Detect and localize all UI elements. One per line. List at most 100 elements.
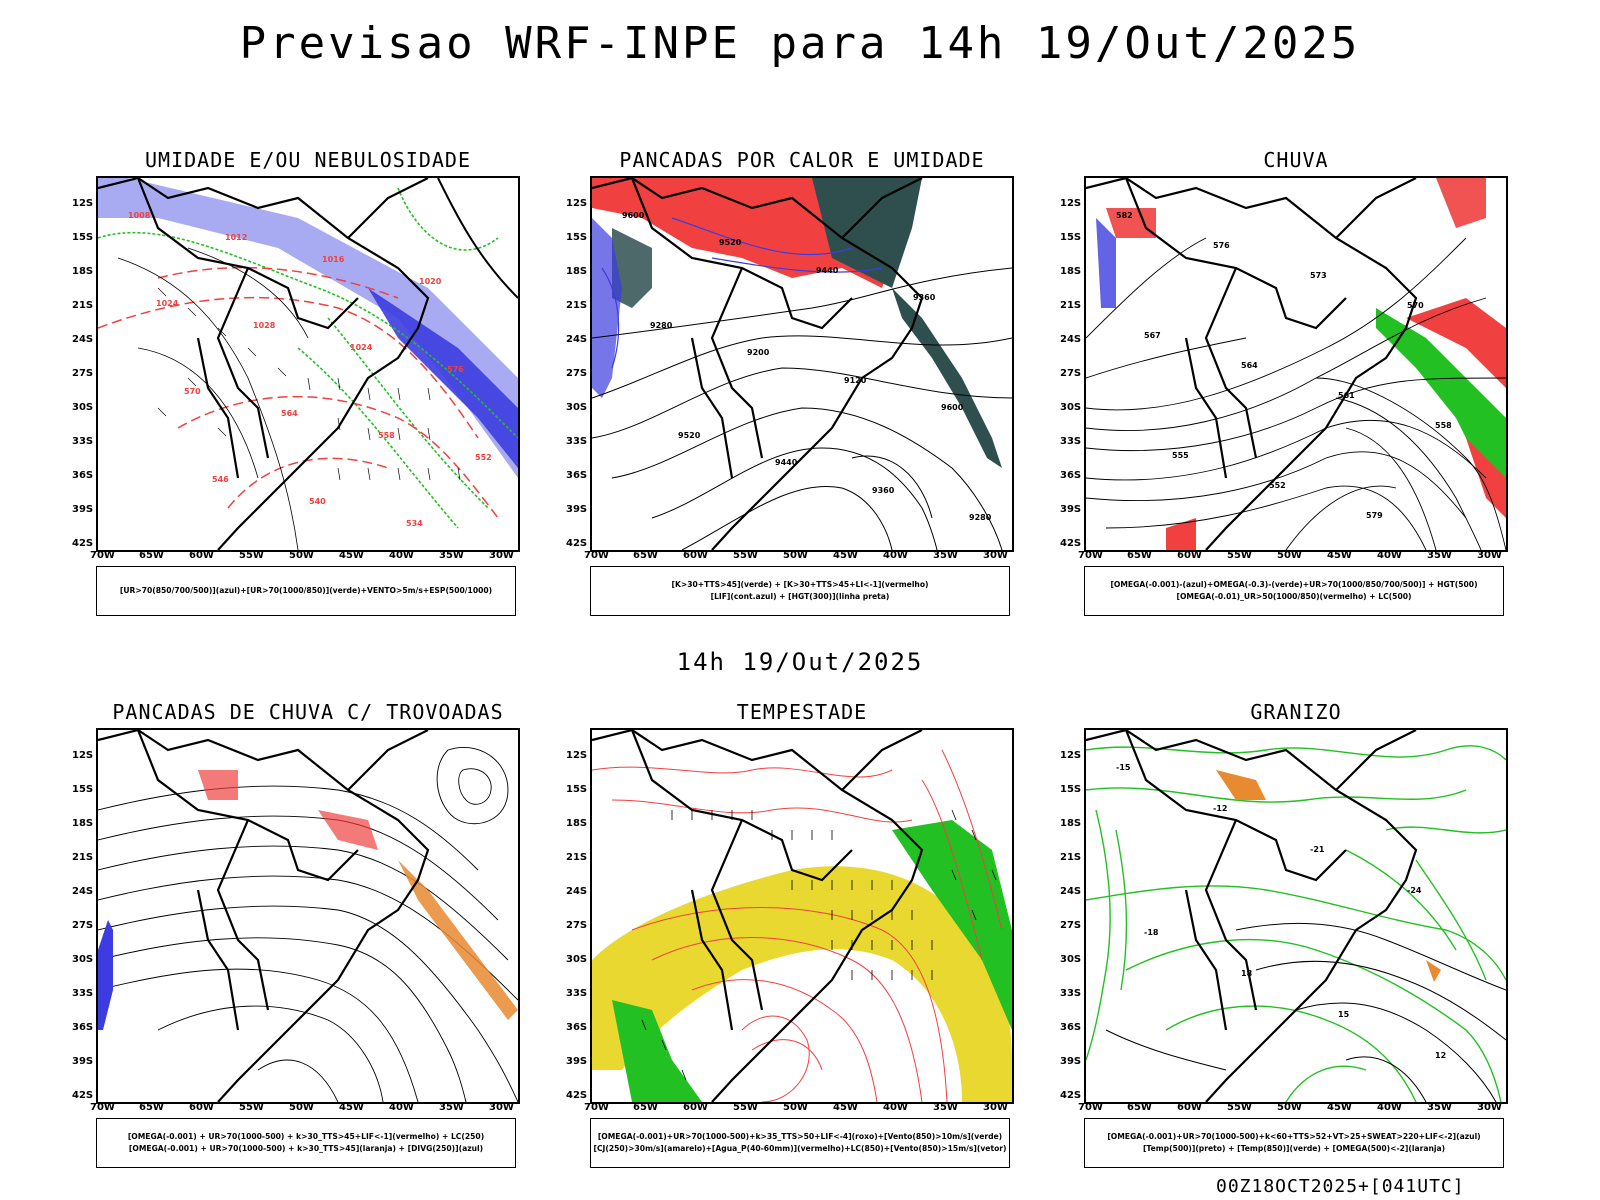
lon-label: 70W: [1078, 1102, 1103, 1113]
lat-label: 30S: [1060, 402, 1082, 413]
lon-label: 70W: [90, 1102, 115, 1113]
contour-label: 567: [1144, 331, 1161, 340]
contour-label: 9600: [622, 211, 645, 220]
lon-label: 45W: [833, 550, 858, 561]
map-trovoadas-svg: [98, 730, 518, 1102]
lon-label: 35W: [1427, 1102, 1452, 1113]
lon-label: 40W: [389, 550, 414, 561]
contour-label: 555: [1172, 451, 1189, 460]
lat-label: 30S: [72, 402, 94, 413]
lat-label: 15S: [72, 232, 94, 243]
lat-label: 24S: [72, 334, 94, 345]
contour-label: 9200: [747, 348, 770, 357]
contour-label: 576: [1213, 241, 1230, 250]
map-calor: 9600 9520 9440 9360 9280 9200 9120 9600 9520 9440…: [590, 176, 1014, 552]
lon-label: 30W: [489, 550, 514, 561]
lon-label: 30W: [983, 550, 1008, 561]
lon-label: 60W: [189, 1102, 214, 1113]
contour-label: 1008: [128, 211, 151, 220]
lat-label: 39S: [72, 504, 94, 515]
contour-label: 9360: [872, 486, 895, 495]
lat-label: 39S: [1060, 1056, 1082, 1067]
lon-label: 40W: [389, 1102, 414, 1113]
contour-label: 534: [406, 519, 423, 528]
lon-label: 60W: [683, 550, 708, 561]
contour-label: 9600: [941, 403, 964, 412]
contour-label: 552: [475, 453, 492, 462]
contour-label: 552: [1269, 481, 1286, 490]
lon-label: 30W: [983, 1102, 1008, 1113]
lon-label: 50W: [289, 1102, 314, 1113]
contour-label: 570: [1407, 301, 1424, 310]
legend-line: [OMEGA(-0.001) + UR>70(1000-500) + k>30_…: [128, 1144, 484, 1153]
lon-label: 55W: [733, 1102, 758, 1113]
lat-label: 42S: [1060, 538, 1082, 549]
lon-label: 40W: [1377, 550, 1402, 561]
lon-label: 60W: [683, 1102, 708, 1113]
contour-label: -15: [1116, 763, 1131, 772]
main-title: Previsao WRF-INPE para 14h 19/Out/2025: [239, 18, 1361, 69]
mid-time: 14h 19/Out/2025: [676, 648, 924, 676]
map-granizo: -15 -12 -21 -24 -18 18 15 12: [1084, 728, 1508, 1104]
lat-label: 18S: [566, 266, 588, 277]
contour-label: 9360: [913, 293, 936, 302]
lat-label: 24S: [1060, 886, 1082, 897]
legend-line: [OMEGA(-0.001)-(azul)+OMEGA(-0.3)-(verde…: [1110, 580, 1478, 589]
contour-label: 582: [1116, 211, 1133, 220]
lat-label: 36S: [566, 470, 588, 481]
contour-label: 558: [1435, 421, 1452, 430]
contour-label: 576: [447, 365, 464, 374]
contour-label: 570: [184, 387, 201, 396]
lat-label: 42S: [72, 538, 94, 549]
map-granizo-svg: -15 -12 -21 -24 -18 18 15 12: [1086, 730, 1506, 1102]
contour-label: 18: [1241, 969, 1253, 978]
lat-label: 36S: [1060, 1022, 1082, 1033]
legend-box: [OMEGA(-0.001)-(azul)+OMEGA(-0.3)-(verde…: [1084, 566, 1504, 616]
lon-label: 70W: [1078, 550, 1103, 561]
lat-label: 33S: [72, 436, 94, 447]
lon-label: 65W: [633, 1102, 658, 1113]
lat-label: 15S: [1060, 232, 1082, 243]
contour-label: 1020: [419, 277, 442, 286]
lat-label: 39S: [1060, 504, 1082, 515]
legend-line: [OMEGA(-0.001)+UR>70(1000-500)+k>35_TTS>…: [597, 1132, 1003, 1141]
lon-label: 35W: [439, 550, 464, 561]
map-umidade: 1008 1012 1016 1020 1024 1028 1024 576 570 564 558…: [96, 176, 520, 552]
lat-label: 30S: [566, 402, 588, 413]
map-trovoadas: [96, 728, 520, 1104]
panel-calor: PANCADAS POR CALOR E UMIDADE: [566, 148, 1014, 618]
lat-label: 36S: [566, 1022, 588, 1033]
lat-label: 24S: [72, 886, 94, 897]
panel-title: PANCADAS POR CALOR E UMIDADE: [619, 148, 985, 172]
lat-label: 15S: [566, 784, 588, 795]
contour-label: 15: [1338, 1010, 1350, 1019]
lon-label: 65W: [1127, 550, 1152, 561]
lon-label: 50W: [1277, 1102, 1302, 1113]
lat-label: 30S: [1060, 954, 1082, 965]
lat-label: 21S: [566, 300, 588, 311]
lon-label: 45W: [339, 1102, 364, 1113]
contour-label: 564: [1241, 361, 1258, 370]
legend-box: [OMEGA(-0.001)+UR>70(1000-500)+k>35_TTS>…: [590, 1118, 1010, 1168]
legend-box: [OMEGA(-0.001)+UR>70(1000-500)+k<60+TTS>…: [1084, 1118, 1504, 1168]
contour-label: 546: [212, 475, 229, 484]
lat-label: 36S: [1060, 470, 1082, 481]
lat-label: 42S: [72, 1090, 94, 1101]
lon-label: 55W: [1227, 550, 1252, 561]
panel-title: PANCADAS DE CHUVA C/ TROVOADAS: [112, 700, 504, 724]
legend-line: [Temp(500)](preto) + [Temp(850)](verde) …: [1142, 1144, 1446, 1153]
legend-line: [UR>70(850/700/500)](azul)+[UR>70(1000/8…: [119, 586, 493, 595]
legend-line: [OMEGA(-0.001) + UR>70(1000-500) + k>30_…: [127, 1132, 485, 1141]
map-chuva: 582 576 573 570 567 564 561 558 555 552 579: [1084, 176, 1508, 552]
lat-label: 42S: [566, 538, 588, 549]
contour-label: 540: [309, 497, 326, 506]
lat-label: 12S: [1060, 750, 1082, 761]
lat-label: 33S: [1060, 436, 1082, 447]
contour-label: 558: [378, 431, 395, 440]
contour-label: 9440: [816, 266, 839, 275]
lon-label: 45W: [339, 550, 364, 561]
lat-label: 39S: [566, 504, 588, 515]
lat-label: 15S: [566, 232, 588, 243]
contour-label: 9280: [969, 513, 992, 522]
lat-label: 33S: [1060, 988, 1082, 999]
